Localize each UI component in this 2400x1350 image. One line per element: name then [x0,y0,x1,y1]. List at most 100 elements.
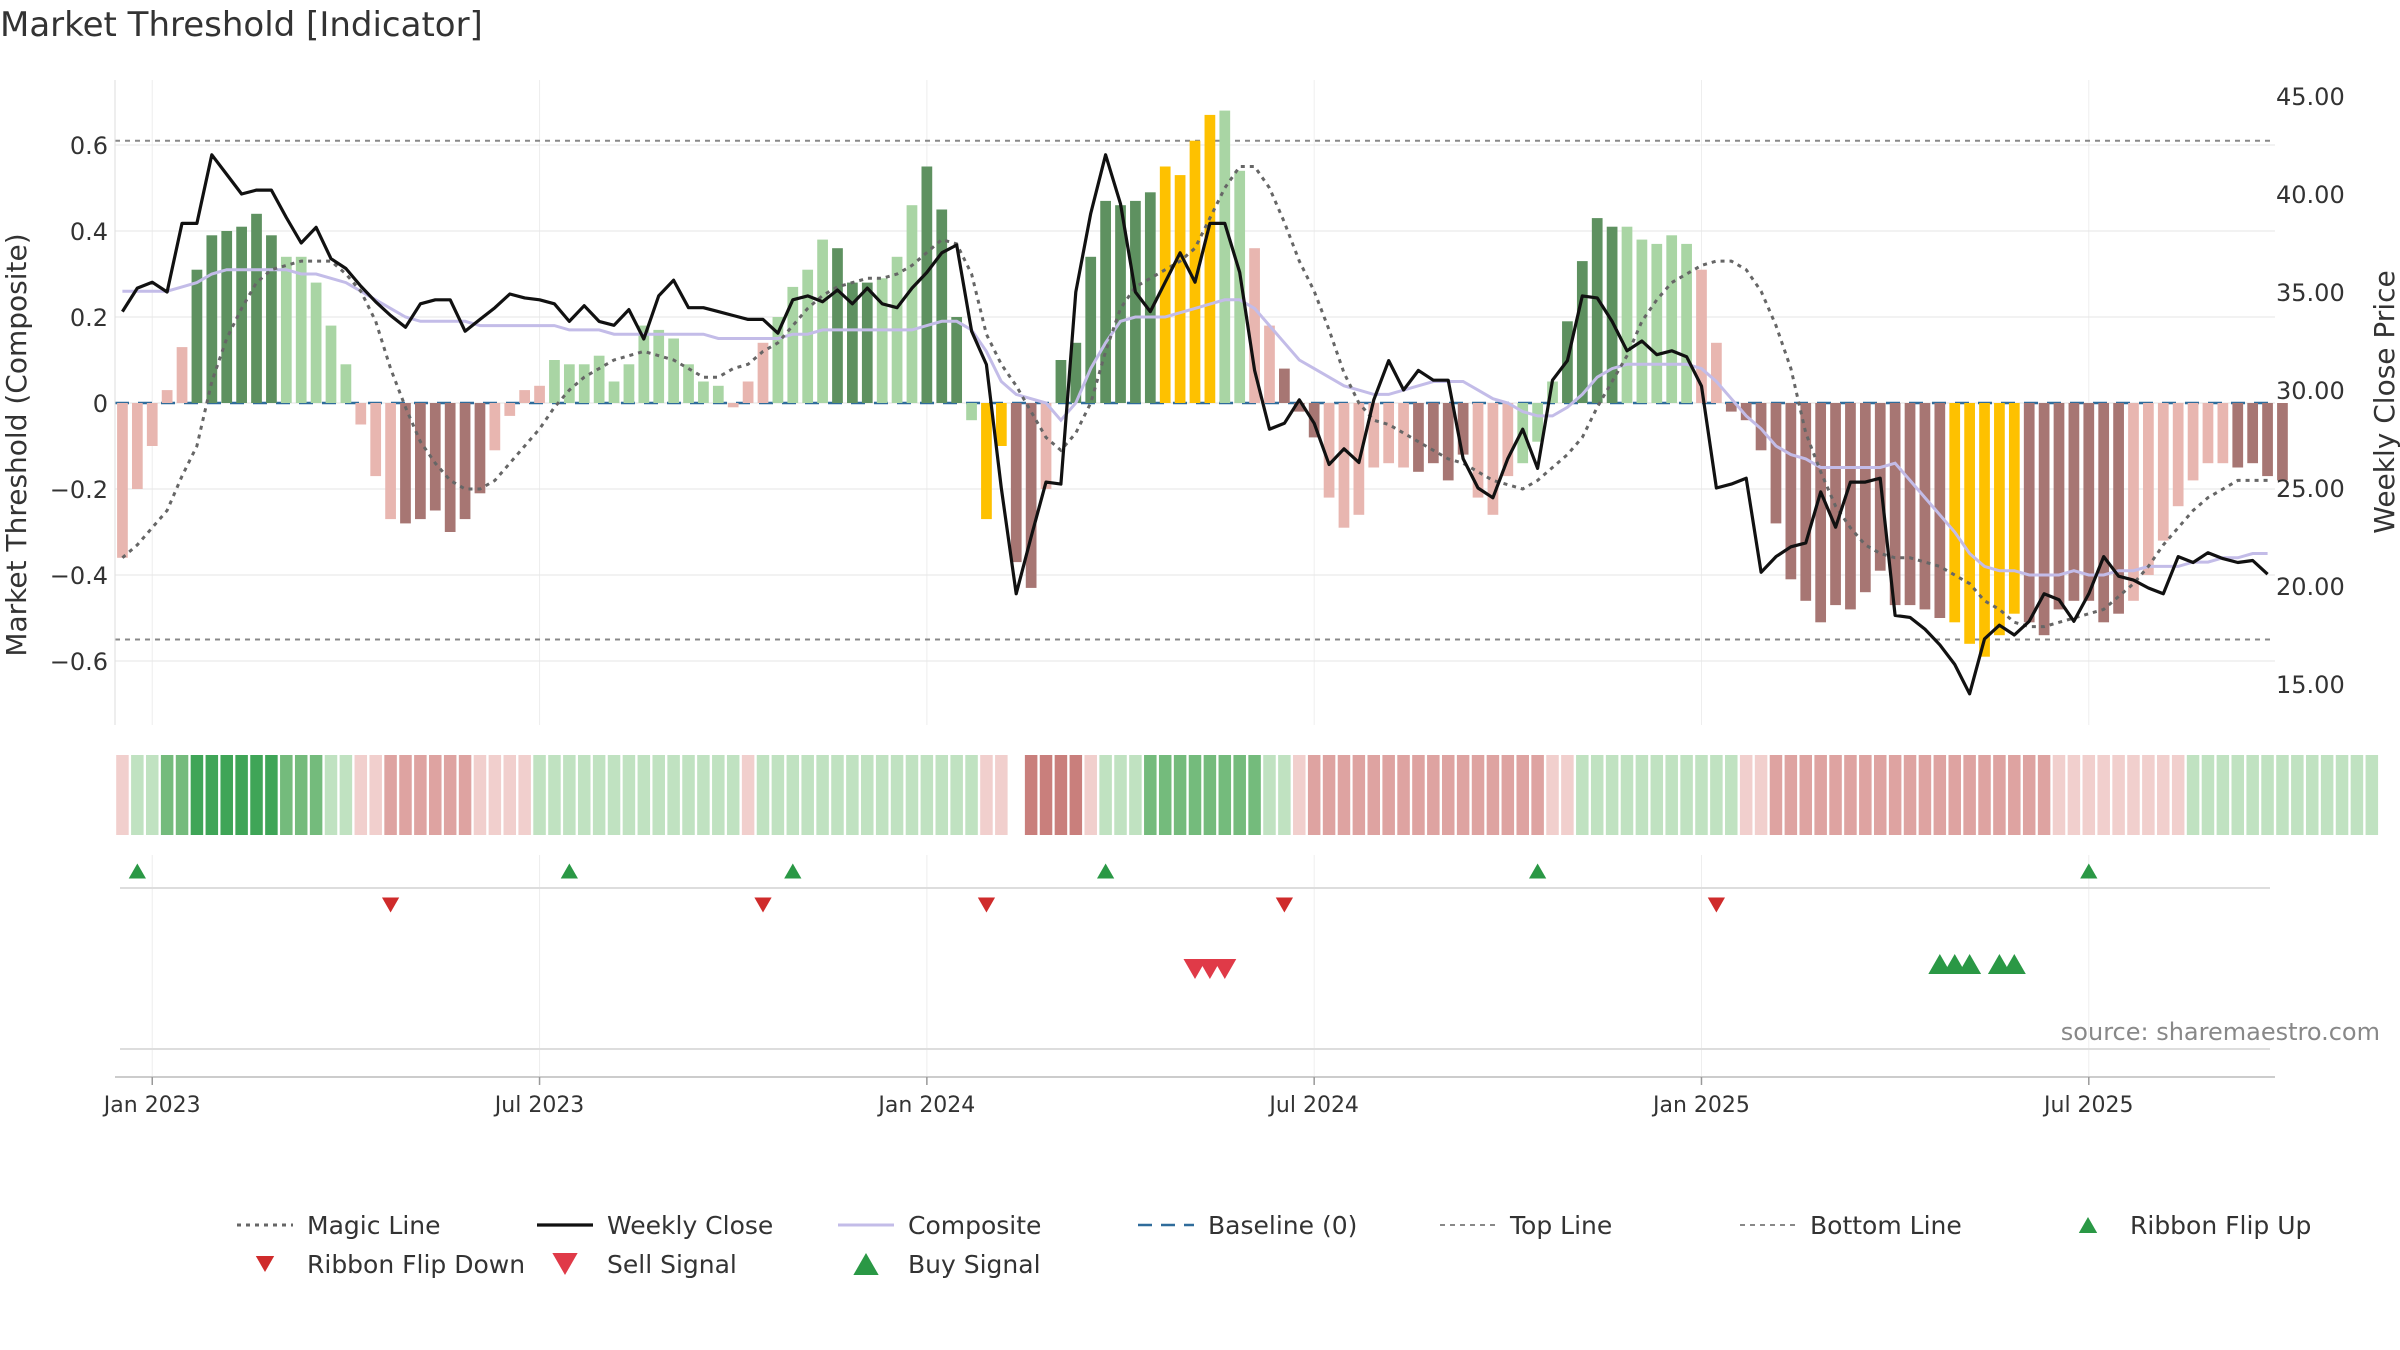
ribbon-cell [1665,755,1678,835]
ribbon-cell [786,755,800,835]
composite-bar [325,325,337,403]
composite-bar [1576,261,1588,403]
composite-bar [981,403,992,520]
ribbon-cell [577,755,591,835]
composite-bar [563,364,575,403]
composite-bar [1368,403,1380,468]
ribbon-flip-up-marker [560,863,578,879]
y-right-tick-label: 30.00 [2276,377,2345,405]
composite-bar [444,403,456,532]
ribbon-cell [384,755,397,835]
ribbon-cell [1114,755,1127,835]
ribbon-cell [2082,755,2096,835]
series-lines [121,153,2269,696]
composite-bar [936,209,948,403]
ribbon-cell [1680,755,1693,835]
legend-swatch [255,1256,275,1272]
legend-item-bottom: Bottom Line [1740,1211,1962,1240]
source-note: source: sharemaestro.com [2061,1018,2380,1046]
composite-bar [2053,403,2065,610]
ribbon-cell [622,755,636,835]
composite-bar [1264,325,1275,403]
composite-bar [712,385,724,403]
ribbon-cell [920,755,934,835]
composite-bar [1859,403,1871,593]
composite-bar [1636,239,1648,403]
ribbon-cell [2246,755,2259,835]
composite-bar [1279,368,1290,403]
ribbon-cell [1367,755,1381,835]
ribbon-cell [1888,755,1902,835]
x-tick-label: Jul 2025 [2042,1093,2134,1118]
ribbon-cell [890,755,904,835]
composite-bar [355,403,367,425]
composite-bar [1144,192,1156,403]
ribbon-cell [1188,755,1202,835]
x-tick-label: Jan 2025 [1651,1093,1750,1118]
composite-bar [1293,403,1305,412]
composite-bar [2143,403,2154,575]
ribbon-cell [1725,755,1738,835]
ribbon-flip-down-marker [754,897,772,913]
y-tick-label: 0.2 [70,304,108,332]
buy-signal-marker [1987,954,2011,974]
ribbon-cell [2142,755,2155,835]
composite-bar [176,347,188,403]
composite-bar [459,403,471,520]
legend-item-baseline: Baseline (0) [1138,1211,1357,1240]
ribbon-cell [265,755,278,835]
legend-item-composite: Composite [838,1211,1041,1240]
legend-swatch [2078,1217,2098,1233]
y-right-tick-label: 45.00 [2276,83,2345,111]
ribbon-cell [1814,755,1827,835]
ribbon-cell [1948,755,1961,835]
composite-bar [1055,360,1067,403]
x-axis: Jan 2023 Jul 2023 Jan 2024 Jul 2024 Jan 2025… [102,1076,2275,1118]
legend-item-flipup: Ribbon Flip Up [2078,1211,2311,1240]
ribbon-cell [831,755,844,835]
legend-swatch [853,1253,879,1275]
composite-bar [1979,403,1990,657]
ribbon-cell [280,755,293,835]
ribbon-cell [563,755,576,835]
legend-label: Composite [908,1211,1041,1240]
ribbon-cell [250,755,263,835]
ribbon-cell [756,755,770,835]
ribbon-cell [1173,755,1187,835]
buy-signal-marker [1943,954,1967,974]
composite-bar [683,364,694,403]
composite-bar [1174,175,1186,403]
composite-bar [1025,403,1037,588]
ribbon-cell [2171,755,2185,835]
legend-item-buy: Buy Signal [853,1250,1041,1279]
ribbon-cell [1263,755,1276,835]
composite-bar [2098,403,2110,623]
composite-bar [1681,243,1692,403]
ribbon-cell [1203,755,1217,835]
composite-bar [995,403,1007,446]
x-tick-label: Jul 2024 [1267,1093,1359,1118]
ribbon-cell [682,755,695,835]
ribbon-cell [1844,755,1857,835]
ribbon-cell [354,755,368,835]
composite-bar [1949,403,1961,623]
composite-bar [847,282,858,403]
y-right-tick-label: 25.00 [2276,475,2345,503]
legend-item-sell: Sell Signal [552,1250,737,1279]
composite-line [122,268,2268,577]
composite-bar [474,403,486,494]
ribbon-cell [235,755,248,835]
composite-bar [1070,342,1082,403]
ribbon-cell [1337,755,1351,835]
composite-bar [221,231,233,403]
y-tick-label: 0.4 [70,218,108,246]
composite-bar [1606,226,1618,403]
ribbon-cell [2335,755,2349,835]
ribbon-cell [741,755,755,835]
x-tick-label: Jan 2023 [102,1093,201,1118]
ribbon-cell [2216,755,2230,835]
composite-bar [1085,256,1097,403]
ribbon-cell [592,755,606,835]
ribbon-strip [116,755,2379,835]
legend: Magic Line Weekly Close Composite Baseline … [237,1211,2311,1279]
